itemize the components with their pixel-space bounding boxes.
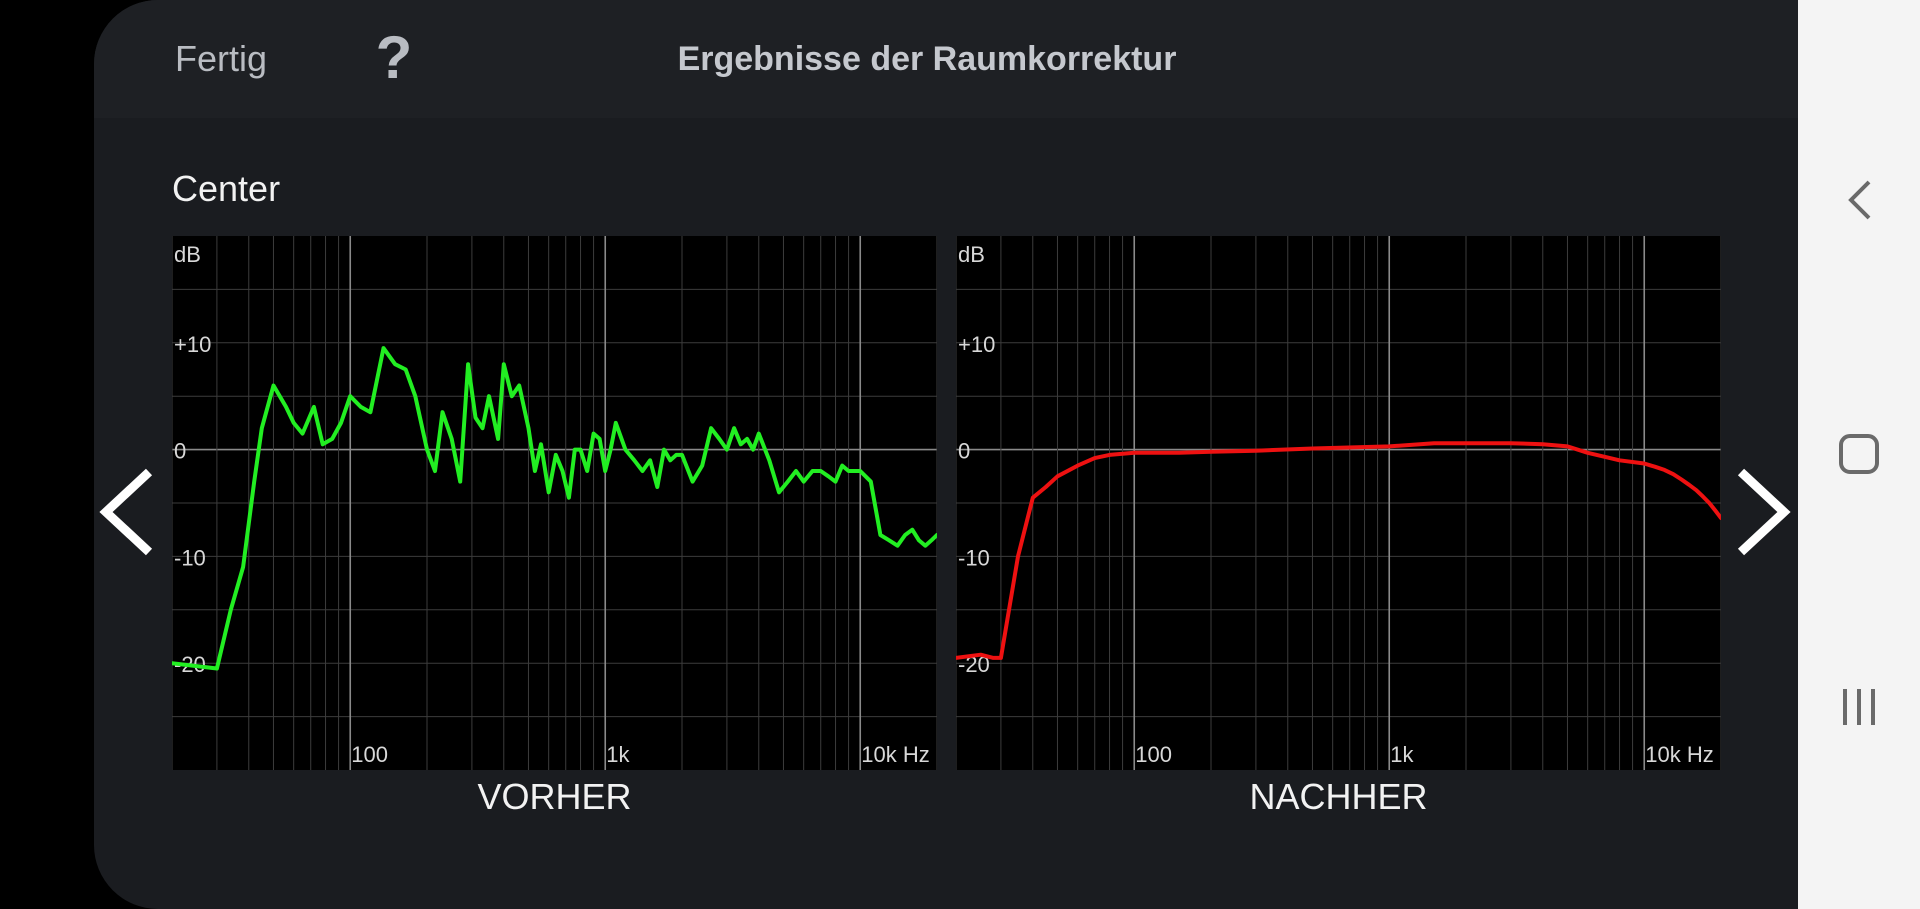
y-tick-label: +10 (958, 332, 995, 357)
x-tick-label: 100 (1135, 742, 1172, 767)
system-nav-bar (1798, 0, 1920, 909)
home-icon (1839, 434, 1879, 474)
y-axis-label: dB (958, 242, 985, 267)
prev-speaker-button[interactable] (94, 462, 164, 562)
header-bar: Fertig ? Ergebnisse der Raumkorrektur (94, 0, 1798, 118)
system-back-button[interactable] (1819, 160, 1899, 240)
chevron-right-icon (1737, 468, 1791, 556)
x-tick-label: 10k Hz (861, 742, 929, 767)
next-speaker-button[interactable] (1726, 462, 1796, 562)
x-tick-label: 1k (606, 742, 630, 767)
y-tick-label: -10 (174, 545, 206, 570)
help-button[interactable]: ? (375, 24, 413, 91)
before-response-line (172, 346, 937, 671)
chevron-left-icon (99, 468, 153, 556)
caption-after: NACHHER (1249, 776, 1428, 817)
y-tick-label: 0 (174, 439, 186, 464)
x-tick-label: 1k (1390, 742, 1414, 767)
grid (172, 236, 937, 770)
chart-before: dB +10 0 -10 -20 100 1k 10k Hz (172, 236, 937, 770)
system-recents-button[interactable] (1819, 667, 1899, 747)
y-tick-label: 0 (958, 439, 970, 464)
app-panel: Fertig ? Ergebnisse der Raumkorrektur Ce… (94, 0, 1798, 909)
caption-before: VORHER (477, 776, 632, 817)
back-icon (1848, 180, 1871, 220)
page-title: Ergebnisse der Raumkorrektur (94, 36, 1798, 82)
y-tick-label: +10 (174, 332, 211, 357)
y-axis-label: dB (174, 242, 201, 267)
x-tick-label: 10k Hz (1645, 742, 1713, 767)
channel-label: Center (172, 168, 281, 209)
done-button[interactable]: Fertig (175, 38, 268, 79)
grid (956, 236, 1721, 770)
x-tick-label: 100 (351, 742, 388, 767)
page-title-text: Ergebnisse der Raumkorrektur (677, 40, 1177, 78)
recents-icon (1843, 689, 1875, 725)
chart-after: dB +10 0 -10 -20 100 1k 10k Hz (956, 236, 1721, 770)
after-response-line (956, 441, 1721, 660)
y-tick-label: -10 (958, 545, 990, 570)
system-home-button[interactable] (1819, 414, 1899, 494)
